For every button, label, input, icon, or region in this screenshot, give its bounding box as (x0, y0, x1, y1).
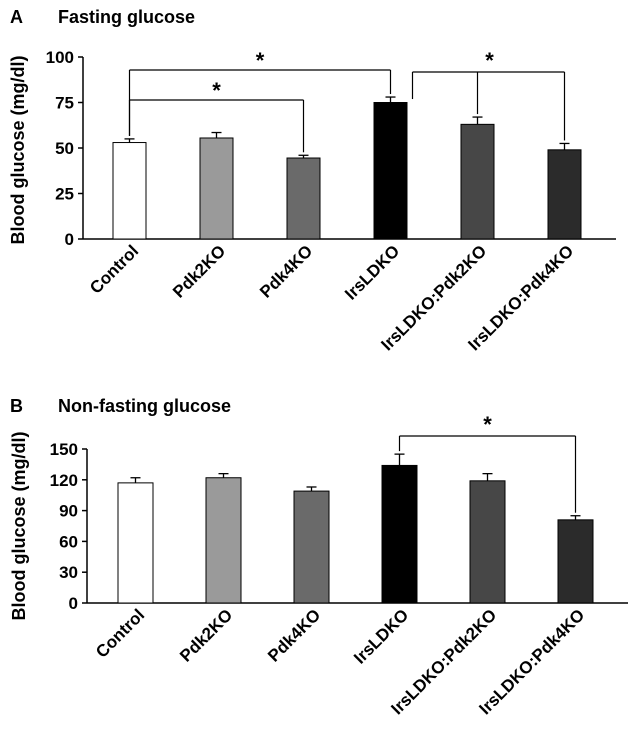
y-tick-label: 150 (50, 440, 78, 459)
bar (373, 102, 408, 240)
significance-star: * (256, 48, 265, 73)
bar (112, 142, 147, 240)
category-label: Control (86, 241, 142, 297)
significance-star: * (483, 412, 492, 437)
panel-b-significance: * (398, 412, 577, 513)
category-label: Pdk2KO (176, 605, 236, 665)
panel-a-letter: A (10, 7, 23, 27)
category-label: IrsLDKO (341, 241, 403, 303)
y-tick-label: 75 (55, 94, 74, 113)
significance-star: * (485, 48, 494, 73)
bar (286, 157, 321, 240)
bar (381, 464, 418, 604)
panel-b-y-ticks: 0 30 60 90 120 150 (50, 440, 628, 613)
y-tick-label: 60 (59, 532, 78, 551)
bar (460, 123, 495, 240)
bar (117, 482, 154, 604)
category-label: Control (92, 605, 148, 661)
panel-b-bars (117, 453, 594, 604)
panel-a-bars (112, 96, 582, 240)
panel-b-categories: Control Pdk2KO Pdk4KO IrsLDKOIrsLDKO:Pdk2KO… (92, 605, 588, 718)
category-label: Pdk2KO (169, 241, 229, 301)
panel-a-title: Fasting glucose (58, 7, 195, 27)
panel-a-y-axis-label: Blood glucose (mg/dl) (8, 56, 28, 245)
y-tick-label: 100 (46, 48, 74, 67)
y-tick-label: 0 (69, 594, 78, 613)
category-label: Pdk4KO (256, 241, 316, 301)
category-label: IrsLDKO (350, 605, 412, 667)
bar (557, 519, 594, 604)
y-tick-label: 30 (59, 563, 78, 582)
panel-b: B Non-fasting glucose Blood glucose (mg/… (9, 396, 628, 718)
bar (199, 137, 234, 240)
y-tick-label: 25 (55, 185, 74, 204)
panel-a-y-ticks: 0 25 50 75 100 (46, 48, 616, 249)
bar (469, 480, 506, 604)
panel-b-y-axis-label: Blood glucose (mg/dl) (9, 432, 29, 621)
y-tick-label: 90 (59, 502, 78, 521)
bar (293, 490, 330, 604)
bar (547, 149, 582, 240)
panel-b-letter: B (10, 396, 23, 416)
y-tick-label: 50 (55, 139, 74, 158)
significance-star: * (212, 78, 221, 103)
y-tick-label: 0 (65, 230, 74, 249)
category-label: Pdk4KO (264, 605, 324, 665)
panel-a: A Fasting glucose Blood glucose (mg/dl) … (8, 7, 616, 354)
y-tick-label: 120 (50, 471, 78, 490)
panel-b-title: Non-fasting glucose (58, 396, 231, 416)
panel-a-significance: * * * (128, 48, 566, 153)
panel-a-categories: Control Pdk2KO Pdk4KO IrsLDKOIrsLDKO:Pdk2KO… (86, 241, 577, 354)
bar (205, 477, 242, 604)
